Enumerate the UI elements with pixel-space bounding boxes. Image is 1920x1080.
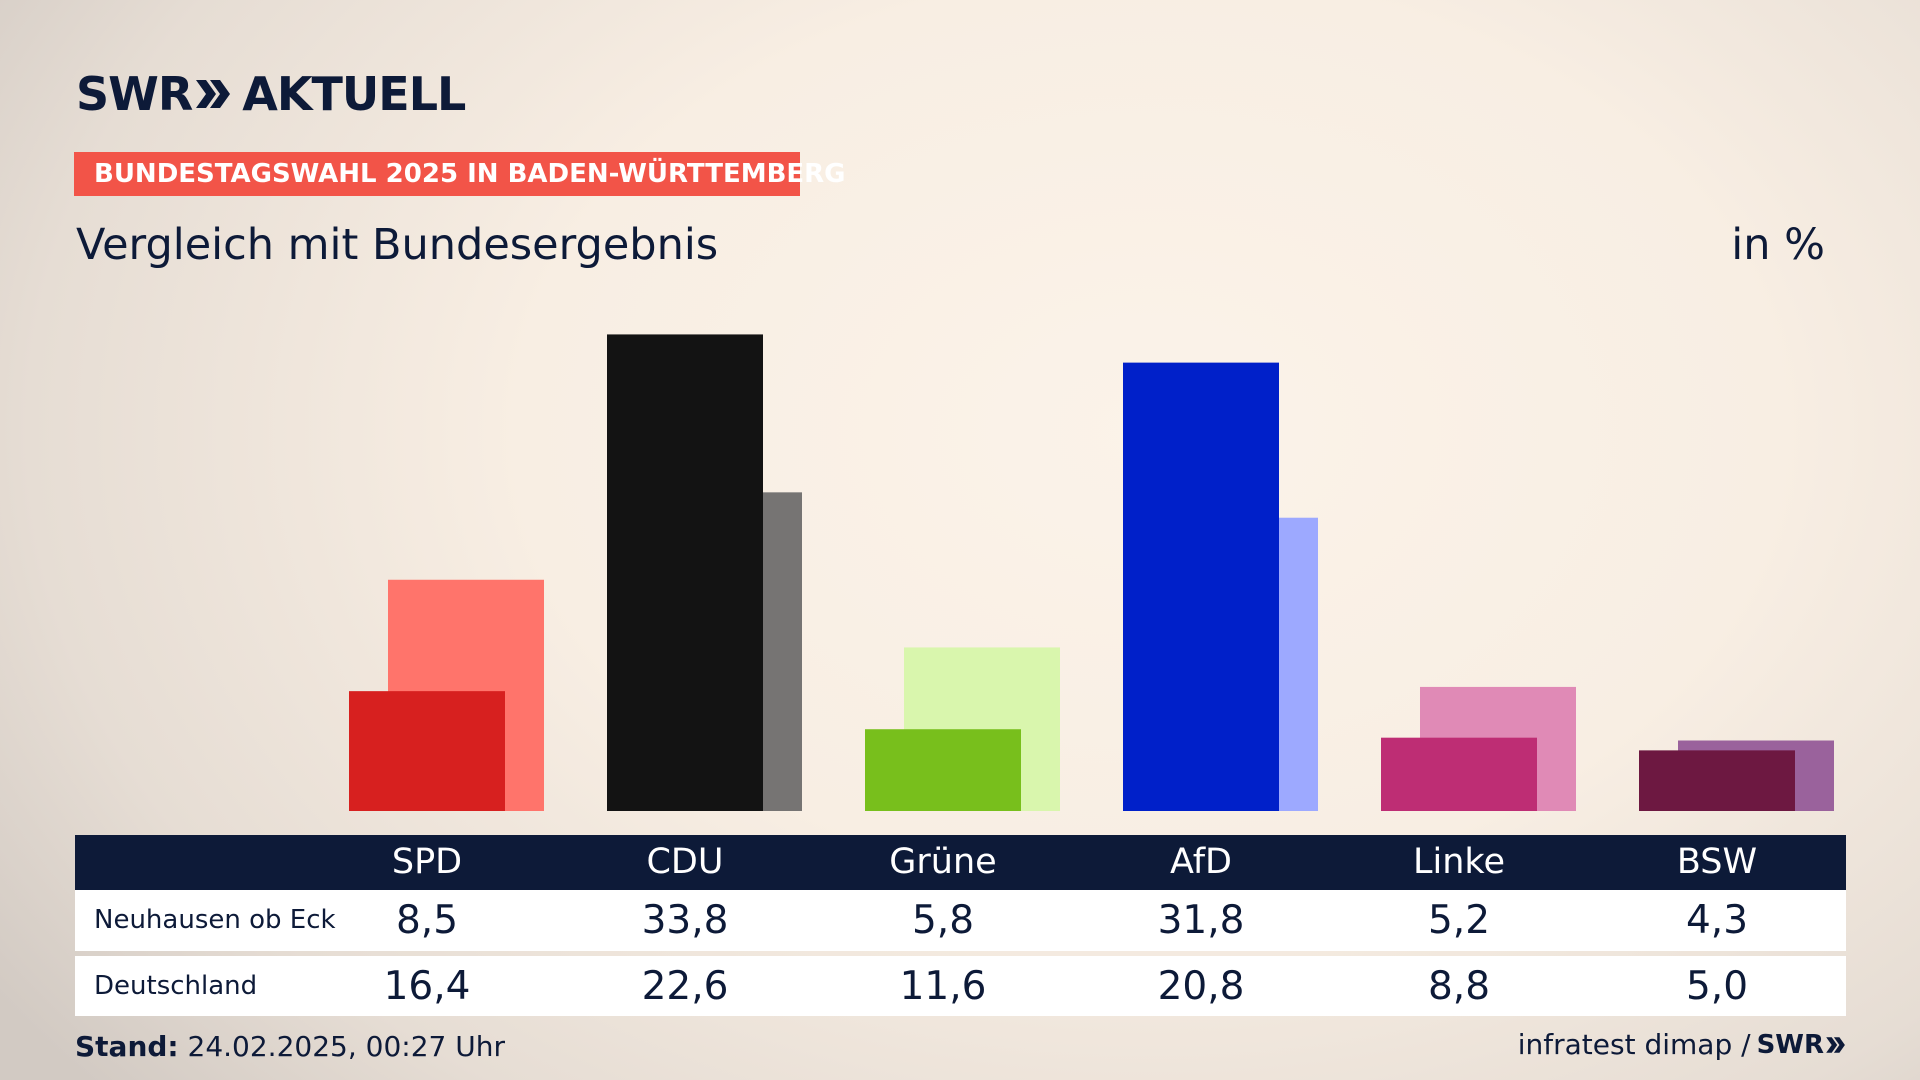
table-header: SPD CDU Grüne AfD Linke BSW <box>75 835 1846 890</box>
value-cell: 5,2 <box>1427 898 1491 943</box>
value-cell: 5,8 <box>911 898 975 943</box>
source-credit: infratest dimap / SWR <box>1518 1028 1846 1061</box>
table-row: Deutschland 16,4 22,6 11,6 20,8 8,8 5,0 <box>75 956 1846 1016</box>
election-badge: BUNDESTAGSWAHL 2025 IN BADEN-WÜRTTEMBERG <box>74 152 846 196</box>
bar-neuhausen-bsw <box>1639 750 1795 811</box>
bar-neuhausen-afd <box>1123 362 1279 811</box>
timestamp: Stand: 24.02.2025, 00:27 Uhr <box>75 1030 505 1063</box>
row-label-national: Deutschland <box>94 971 258 1001</box>
bar-neuhausen-spd <box>349 691 505 811</box>
bar-chart <box>349 334 1834 811</box>
row-label-local: Neuhausen ob Eck <box>94 905 336 935</box>
double-chevron-icon <box>1826 1036 1845 1053</box>
value-cell: 5,0 <box>1685 964 1749 1009</box>
value-cell: 33,8 <box>641 898 729 943</box>
bar-neuhausen-linke <box>1381 737 1537 811</box>
source-text: infratest dimap / <box>1517 1028 1751 1061</box>
value-cell: 31,8 <box>1157 898 1245 943</box>
column-header-grüne: Grüne <box>889 842 997 882</box>
logo-text-swr: SWR <box>76 67 193 121</box>
column-header-bsw: BSW <box>1676 842 1758 882</box>
value-cell: 16,4 <box>383 964 471 1009</box>
swr-small-logo: SWR <box>1757 1030 1846 1060</box>
table-row: Neuhausen ob Eck 8,5 33,8 5,8 31,8 5,2 4,3 <box>75 890 1846 951</box>
stand-label: Stand: <box>75 1030 179 1063</box>
value-cell: 8,8 <box>1427 964 1491 1009</box>
bar-neuhausen-grüne <box>865 729 1021 811</box>
chart-title: Vergleich mit Bundesergebnis <box>76 220 719 270</box>
results-table: SPD CDU Grüne AfD Linke BSW Neuhausen ob Eck … <box>75 835 1846 1016</box>
column-header-linke: Linke <box>1413 842 1505 882</box>
value-cell: 20,8 <box>1157 964 1245 1009</box>
value-cell: 8,5 <box>395 898 459 943</box>
value-cell: 11,6 <box>899 964 987 1009</box>
small-logo-text: SWR <box>1756 1029 1824 1060</box>
column-header-spd: SPD <box>391 842 463 882</box>
bar-neuhausen-cdu <box>607 334 763 811</box>
column-header-afd: AfD <box>1170 842 1232 882</box>
value-cell: 22,6 <box>641 964 729 1009</box>
stand-value: 24.02.2025, 00:27 Uhr <box>178 1030 505 1063</box>
column-header-cdu: CDU <box>646 842 724 882</box>
double-chevron-icon <box>196 80 231 108</box>
unit-label: in % <box>1731 220 1825 270</box>
logo-text-aktuell: AKTUELL <box>242 67 466 121</box>
value-cell: 4,3 <box>1685 898 1749 943</box>
swr-aktuell-logo: SWR AKTUELL <box>76 64 466 124</box>
